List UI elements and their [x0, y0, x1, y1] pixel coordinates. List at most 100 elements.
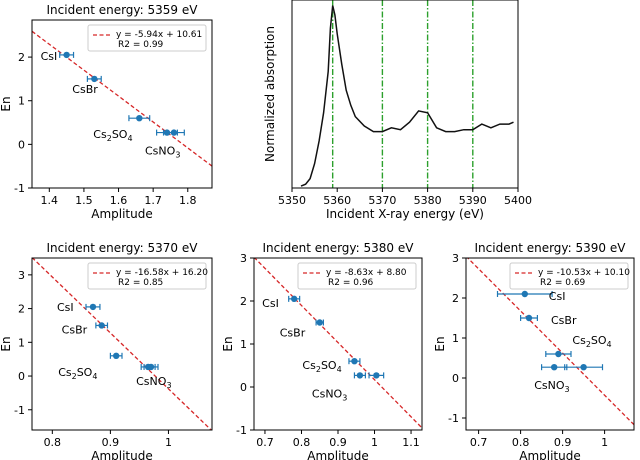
label-subscript: 3	[342, 393, 347, 402]
point-label: CsBr	[72, 83, 98, 96]
x-tick-label: 0.9	[102, 436, 120, 449]
x-tick-label: 0.9	[329, 436, 347, 449]
y-axis-title: Normalized absorption	[263, 26, 277, 162]
data-point	[98, 322, 105, 329]
label-subscript: 4	[127, 134, 132, 143]
label-text: CsI	[57, 301, 74, 314]
data-point	[525, 314, 533, 322]
label-text: SO	[591, 334, 607, 347]
data-point	[521, 290, 528, 298]
legend-r2: R2 = 0.96	[328, 278, 374, 288]
x-tick-label: 0.8	[512, 436, 530, 449]
label-text: Cs	[302, 359, 316, 372]
fit-line	[466, 258, 634, 426]
legend-box	[87, 24, 207, 52]
legend-box	[87, 262, 207, 290]
x-tick-label: 1.7	[144, 194, 162, 207]
x-tick-label: 0.9	[554, 436, 572, 449]
panel-3: Incident energy: 5370 eV CsI CsBr Cs2SO4 CsN…	[0, 241, 213, 460]
label-text: CsBr	[280, 327, 306, 340]
label-text: CsI	[549, 290, 566, 303]
x-tick-label: 5370	[368, 194, 396, 207]
label-subscript: 3	[565, 385, 570, 394]
label-text: CsBr	[72, 83, 98, 96]
data-point	[555, 350, 562, 358]
data-point	[580, 364, 587, 371]
axes-frame	[31, 19, 213, 189]
label-text: SO	[77, 366, 93, 379]
panel-title: Incident energy: 5370 eV	[47, 241, 199, 255]
label-text: CsNO	[534, 379, 565, 392]
y-tick-label: -1	[448, 412, 459, 425]
y-tick-label: 3	[18, 269, 25, 282]
point-label: Cs2SO4	[572, 334, 611, 349]
label-subscript: 2	[316, 365, 321, 374]
data-point	[351, 358, 358, 365]
fit-line	[32, 30, 212, 167]
y-tick-label: 3	[240, 252, 247, 265]
x-axis-title: Amplitude	[519, 449, 581, 460]
x-tick-label: 5400	[504, 194, 532, 207]
panel-title: Incident energy: 5380 eV	[263, 241, 415, 255]
point-label: CsI	[549, 290, 566, 303]
x-axis-title: Incident X-ray energy (eV)	[326, 207, 484, 221]
y-tick-label: 2	[18, 51, 25, 64]
label-subscript: 4	[337, 365, 342, 374]
x-axis-title: Amplitude	[91, 449, 153, 460]
fit-line	[32, 258, 212, 430]
x-tick-label: 1	[601, 436, 608, 449]
data-point	[356, 372, 364, 379]
label-subscript: 2	[72, 372, 77, 381]
y-axis-title: En	[221, 336, 235, 351]
point-label: Cs2SO4	[302, 359, 341, 374]
legend-equation: y = -8.63x + 8.80	[326, 268, 407, 278]
label-text: CsBr	[62, 323, 88, 336]
data-point	[136, 114, 143, 122]
label-text: Cs	[572, 334, 586, 347]
x-tick-label: 5360	[323, 194, 351, 207]
y-tick-label: 0	[18, 138, 25, 151]
label-text: SO	[321, 359, 337, 372]
panel-5: Incident energy: 5390 eVCsICsBrCs2SO4CsN…	[433, 241, 635, 460]
label-text: CsI	[41, 50, 58, 63]
label-text: CsNO	[145, 145, 176, 158]
y-tick-label: 0	[18, 370, 25, 383]
x-tick-label: 1	[371, 436, 378, 449]
point-label: Cs2SO4	[58, 366, 97, 381]
label-text: CsNO	[312, 387, 343, 400]
data-point	[91, 75, 98, 83]
legend-r2: R2 = 0.99	[118, 40, 164, 50]
panel-title: Incident energy: 5359 eV	[47, 3, 199, 17]
label-text: SO	[112, 128, 128, 141]
x-tick-label: 5390	[459, 194, 487, 207]
x-tick-label: 5350	[278, 194, 306, 207]
y-tick-label: 1	[452, 332, 459, 345]
legend-box	[509, 262, 629, 290]
y-tick-label: 2	[452, 292, 459, 305]
y-tick-label: 2	[18, 303, 25, 316]
legend-equation: y = -10.53x + 10.10	[538, 268, 630, 278]
y-axis-title: En	[0, 96, 13, 111]
axes-frame	[291, 0, 519, 189]
data-point	[290, 295, 298, 303]
y-tick-label: 1	[240, 338, 247, 351]
legend-equation: y = -5.94x + 10.61	[116, 30, 202, 40]
label-subscript: 4	[607, 340, 612, 349]
y-tick-label: 0	[452, 372, 459, 385]
legend-box	[297, 262, 417, 290]
legend-equation: y = -16.58x + 16.20	[116, 268, 208, 278]
y-tick-label: 1	[18, 336, 25, 349]
y-tick-label: 0	[240, 381, 247, 394]
panel-4: Incident energy: 5380 eVCsICsBrCs2SO4CsN…	[221, 241, 423, 460]
y-tick-label: 2	[240, 295, 247, 308]
x-tick-label: 1	[165, 436, 172, 449]
point-label: CsNO3	[136, 375, 171, 390]
data-point	[373, 372, 380, 379]
point-label: CsI	[262, 297, 279, 310]
y-axis-title: En	[0, 336, 13, 351]
x-tick-label: 1.4	[41, 194, 59, 207]
label-subscript: 2	[586, 340, 591, 349]
